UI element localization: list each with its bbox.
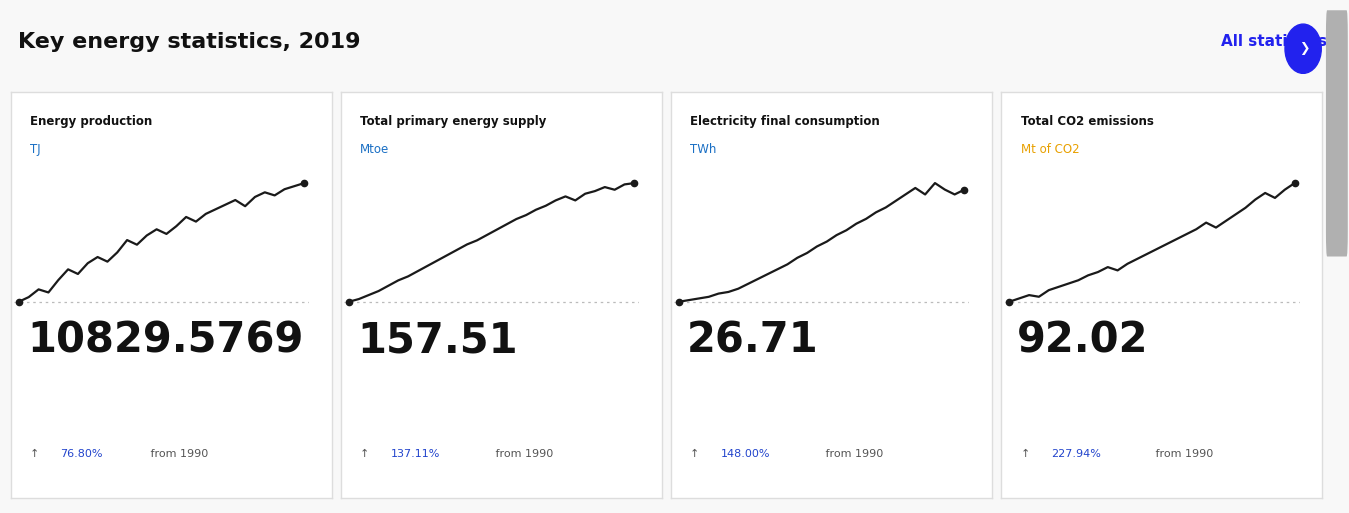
Text: from 1990: from 1990 [491,449,553,459]
Text: 10829.5769: 10829.5769 [27,319,304,361]
Text: from 1990: from 1990 [147,449,208,459]
Text: from 1990: from 1990 [822,449,884,459]
Text: 137.11%: 137.11% [391,449,440,459]
Text: 157.51: 157.51 [357,319,518,361]
Text: 227.94%: 227.94% [1051,449,1101,459]
Text: from 1990: from 1990 [1152,449,1213,459]
Text: 92.02: 92.02 [1017,319,1149,361]
Text: Total primary energy supply: Total primary energy supply [360,114,546,128]
Text: Electricity final consumption: Electricity final consumption [691,114,880,128]
Text: 148.00%: 148.00% [720,449,770,459]
Text: Mt of CO2: Mt of CO2 [1021,143,1079,156]
Text: Total CO2 emissions: Total CO2 emissions [1021,114,1153,128]
Text: ❯: ❯ [1299,42,1309,55]
Text: Energy production: Energy production [30,114,152,128]
Circle shape [1286,24,1321,73]
Text: ↑: ↑ [691,449,703,459]
Text: Key energy statistics, 2019: Key energy statistics, 2019 [18,32,360,51]
Text: All statistics: All statistics [1221,34,1327,49]
FancyBboxPatch shape [1326,10,1348,256]
Text: Mtoe: Mtoe [360,143,390,156]
Text: 76.80%: 76.80% [61,449,103,459]
Text: ↑: ↑ [360,449,374,459]
Text: TJ: TJ [30,143,40,156]
Text: 26.71: 26.71 [687,319,819,361]
Text: ↑: ↑ [1021,449,1033,459]
Text: ↑: ↑ [30,449,43,459]
Text: TWh: TWh [691,143,716,156]
